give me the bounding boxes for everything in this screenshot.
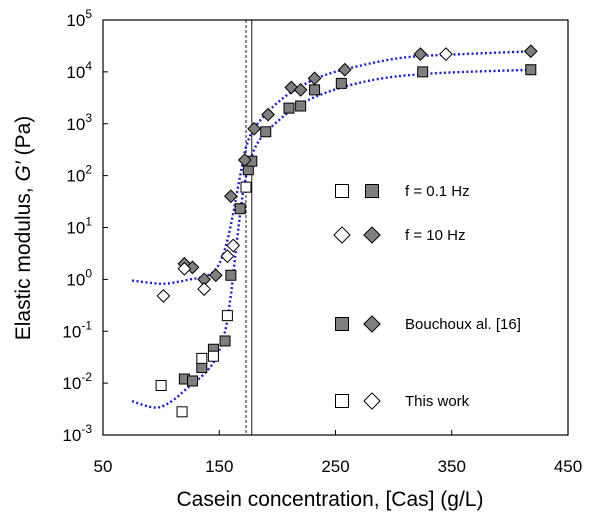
y-tick-exponent: 0	[85, 266, 92, 280]
legend-diamond-marker	[363, 392, 381, 410]
y-tick-label: 105	[66, 7, 92, 30]
y-tick-base: 10	[62, 426, 81, 445]
x-tick-label: 250	[321, 457, 349, 476]
x-tick-label: 350	[438, 457, 466, 476]
y-tick-base: 10	[66, 11, 85, 30]
filled-square-point	[295, 100, 307, 112]
filled-square-point	[283, 102, 295, 114]
legend-square-marker	[335, 184, 349, 198]
filled-diamond-point	[247, 121, 262, 136]
filled-diamond-point	[337, 62, 352, 77]
x-tick-label: 150	[205, 457, 233, 476]
y-tick-exponent: -1	[81, 318, 92, 332]
filled-square-point	[309, 84, 321, 96]
y-tick-exponent: -2	[81, 370, 92, 384]
fit-curve	[131, 68, 534, 409]
open-diamond-point	[197, 282, 212, 296]
filled-square-point	[234, 203, 246, 215]
filled-diamond-point	[261, 107, 275, 122]
legend-label: f = 0.1 Hz	[405, 183, 470, 200]
filled-square-point	[187, 375, 199, 387]
y-tick-exponent: 3	[85, 111, 92, 125]
filled-diamond-point	[307, 71, 322, 86]
filled-diamond-point	[523, 44, 538, 59]
y-tick-base: 10	[66, 115, 85, 134]
legend-square-marker	[335, 317, 349, 331]
y-tick-exponent: 4	[85, 59, 92, 73]
y-tick-label: 103	[66, 111, 92, 134]
filled-square-point	[260, 126, 272, 138]
filled-square-point	[225, 269, 237, 281]
fit-curve	[131, 50, 534, 286]
y-axis-title: Elastic modulus, G′ (Pa)	[12, 116, 35, 341]
plot-frame	[102, 19, 569, 436]
data-points	[155, 44, 538, 418]
x-axis-title: Casein concentration, [Cas] (g/L)	[177, 488, 484, 511]
y-tick-label: 102	[66, 163, 92, 186]
legend-square-marker	[365, 184, 379, 198]
y-tick-base: 10	[62, 374, 81, 393]
y-tick-exponent: 2	[85, 163, 92, 177]
x-tick-label: 450	[554, 457, 582, 476]
open-square-point	[221, 310, 233, 322]
y-tick-label: 10-1	[62, 318, 92, 341]
filled-square-point	[525, 64, 537, 76]
filled-diamond-point	[284, 80, 299, 95]
y-tick-exponent: -3	[81, 422, 92, 436]
y-tick-base: 10	[66, 219, 85, 238]
filled-square-point	[335, 77, 347, 89]
vertical-reference-lines	[245, 20, 253, 435]
y-tick-base: 10	[66, 270, 85, 289]
filled-diamond-point	[208, 268, 223, 283]
y-axis-title-symbol: G′	[12, 160, 35, 181]
x-tick-label: 50	[94, 457, 113, 476]
y-tick-base: 10	[66, 63, 85, 82]
open-diamond-point	[156, 289, 171, 303]
y-tick-label: 10-3	[62, 422, 92, 445]
legend-label: Bouchoux al. [16]	[405, 316, 521, 333]
legend-diamond-marker	[333, 226, 351, 244]
open-square-point	[207, 350, 219, 362]
open-square-point	[240, 181, 252, 193]
filled-square-point	[196, 362, 208, 374]
legend-diamond-marker	[363, 315, 381, 333]
y-tick-label: 100	[66, 266, 92, 289]
open-diamond-point	[439, 47, 453, 62]
y-axis-title-unit: (Pa)	[12, 116, 35, 162]
filled-square-point	[417, 66, 429, 78]
y-axis-title-prefix: Elastic modulus,	[12, 182, 35, 341]
open-square-point	[196, 352, 208, 364]
y-tick-base: 10	[66, 167, 85, 186]
y-tick-label: 10-2	[62, 370, 92, 393]
filled-diamond-point	[293, 82, 308, 97]
open-diamond-point	[177, 261, 192, 276]
y-tick-base: 10	[62, 322, 81, 341]
open-diamond-point	[226, 238, 241, 253]
filled-diamond-point	[237, 153, 252, 167]
y-tick-label: 101	[66, 215, 92, 238]
x-tick-labels: 50 150 250 350 450	[94, 430, 582, 476]
legend-label: This work	[405, 393, 470, 410]
filled-square-point	[219, 335, 231, 347]
y-tick-exponent: 1	[85, 215, 92, 229]
open-square-point	[176, 406, 188, 418]
fit-curves	[131, 50, 534, 409]
legend-diamond-marker	[363, 226, 381, 244]
y-tick-label: 104	[66, 59, 92, 82]
y-tick-exponent: 5	[85, 7, 92, 21]
filled-diamond-point	[223, 189, 238, 204]
open-square-point	[155, 379, 167, 391]
legend-square-marker	[335, 394, 349, 408]
legend: f = 0.1 Hz f = 10 Hz Bouchoux al. [16] This…	[333, 183, 521, 410]
filled-diamond-point	[413, 47, 428, 62]
open-diamond-point	[220, 249, 235, 264]
legend-label: f = 10 Hz	[405, 227, 465, 244]
